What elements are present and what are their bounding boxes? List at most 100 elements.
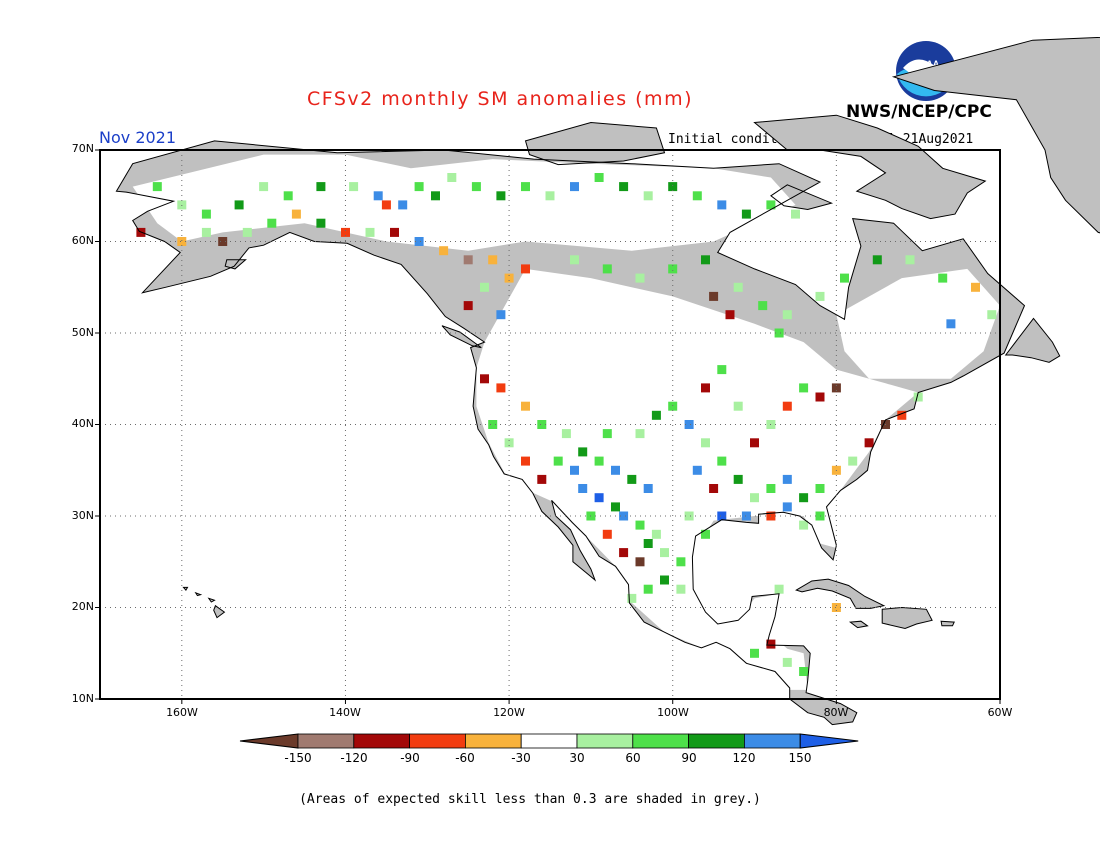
anomaly-cell	[643, 191, 653, 201]
anomaly-cell	[504, 438, 514, 448]
coastline-cuba	[795, 578, 886, 609]
anomaly-cell	[570, 255, 579, 265]
anomaly-cell	[848, 456, 858, 466]
coastline-jamaica	[848, 620, 869, 629]
anomaly-cell	[905, 255, 915, 265]
lon-label-140w: 140W	[329, 706, 361, 719]
anomaly-cell	[267, 218, 277, 228]
anomaly-cell	[570, 182, 579, 192]
anomaly-cell	[791, 209, 800, 219]
anomaly-cell	[864, 438, 874, 448]
anomaly-cell	[201, 227, 211, 237]
anomaly-cell	[635, 520, 645, 530]
colorbar-label: -60	[455, 751, 475, 765]
colorbar-label: 150	[788, 751, 812, 765]
coastline-kodiak	[224, 259, 247, 270]
anomaly-cell	[741, 209, 751, 219]
coastline-baffin	[753, 114, 987, 220]
anomaly-cell	[521, 456, 530, 466]
lon-label-80w: 80W	[823, 706, 849, 719]
high-skill-region	[836, 268, 1000, 379]
anomaly-cell	[684, 511, 694, 521]
anomaly-cell	[496, 383, 506, 393]
anomaly-cell	[291, 209, 301, 219]
anomaly-cell	[971, 282, 980, 292]
anomaly-cell	[799, 667, 809, 676]
anomaly-cell	[774, 328, 784, 338]
land-newfoundland	[1005, 318, 1060, 363]
anomaly-cell	[668, 182, 678, 192]
anomaly-cell	[635, 273, 645, 283]
coastline-vancouverisl	[441, 325, 482, 349]
anomaly-cell	[709, 484, 719, 493]
anomaly-cell	[480, 282, 489, 292]
anomaly-cell	[701, 438, 710, 448]
anomaly-cell	[782, 502, 792, 512]
coastline-southampton	[770, 184, 834, 211]
lon-label-60w: 60W	[987, 706, 1013, 719]
colorbar-label: -90	[400, 751, 420, 765]
anomaly-cell	[152, 182, 162, 192]
anomaly-cell	[488, 420, 498, 429]
anomaly-cell	[283, 191, 293, 201]
anomaly-cell	[774, 584, 784, 594]
anomaly-cell	[782, 657, 792, 667]
anomaly-cell	[766, 639, 776, 649]
anomaly-cell	[815, 392, 825, 402]
colorbar-swatch	[632, 733, 689, 749]
anomaly-cell	[660, 548, 669, 558]
anomaly-cell	[414, 237, 424, 246]
anomaly-cell	[463, 255, 473, 265]
lat-label-50n: 50N	[71, 326, 94, 339]
lat-label-40n: 40N	[71, 417, 94, 430]
coastline-puertorico	[940, 620, 955, 627]
anomaly-cell	[741, 511, 751, 521]
anomaly-cell	[987, 310, 997, 320]
land-hawaii	[213, 605, 225, 618]
anomaly-cell	[668, 401, 678, 411]
anomaly-cell	[701, 383, 710, 393]
anomaly-cell	[635, 429, 645, 439]
forecast-period: Nov 2021	[99, 128, 177, 147]
anomaly-cell	[717, 456, 727, 466]
lat-label-70n: 70N	[71, 142, 94, 155]
colorbar-label: -120	[340, 751, 368, 765]
anomaly-cell	[365, 227, 375, 237]
anomaly-cell	[627, 593, 637, 603]
anomaly-cell	[488, 255, 498, 265]
graticule	[95, 149, 1001, 704]
coastline-greenland	[891, 36, 1100, 234]
anomaly-cell	[692, 191, 702, 201]
anomaly-cell	[766, 484, 776, 493]
high-skill-region	[132, 154, 796, 251]
colorbar-swatch	[353, 733, 410, 749]
land-baffin	[754, 115, 986, 219]
lat-label-30n: 30N	[71, 509, 94, 522]
anomaly-cell	[316, 218, 326, 228]
anomaly-cell	[521, 264, 530, 274]
anomaly-cell	[635, 557, 645, 567]
land-greenland	[893, 37, 1100, 233]
colorbar-label: 30	[569, 751, 585, 765]
anomaly-cell	[872, 255, 882, 265]
anomaly-cell	[521, 182, 530, 192]
colorbar-label: -30	[511, 751, 531, 765]
anomaly-cell	[815, 291, 825, 301]
anomaly-cell	[259, 182, 269, 192]
high-skill-region	[476, 268, 919, 690]
anomaly-cell	[619, 511, 629, 521]
anomaly-cell	[316, 182, 326, 192]
anomaly-cell	[611, 465, 620, 475]
anomaly-cell	[701, 529, 710, 539]
anomaly-cell	[496, 310, 506, 320]
anomaly-cell	[684, 420, 694, 429]
logo-text: NOAA	[913, 59, 940, 69]
lat-label-20n: 20N	[71, 600, 94, 613]
anomaly-cell	[611, 502, 620, 512]
anomaly-cell	[602, 429, 612, 439]
anomaly-cell	[651, 410, 661, 420]
anomaly-cell	[578, 447, 588, 457]
anomaly-cell	[242, 227, 252, 237]
colorbar-swatch	[297, 733, 355, 749]
